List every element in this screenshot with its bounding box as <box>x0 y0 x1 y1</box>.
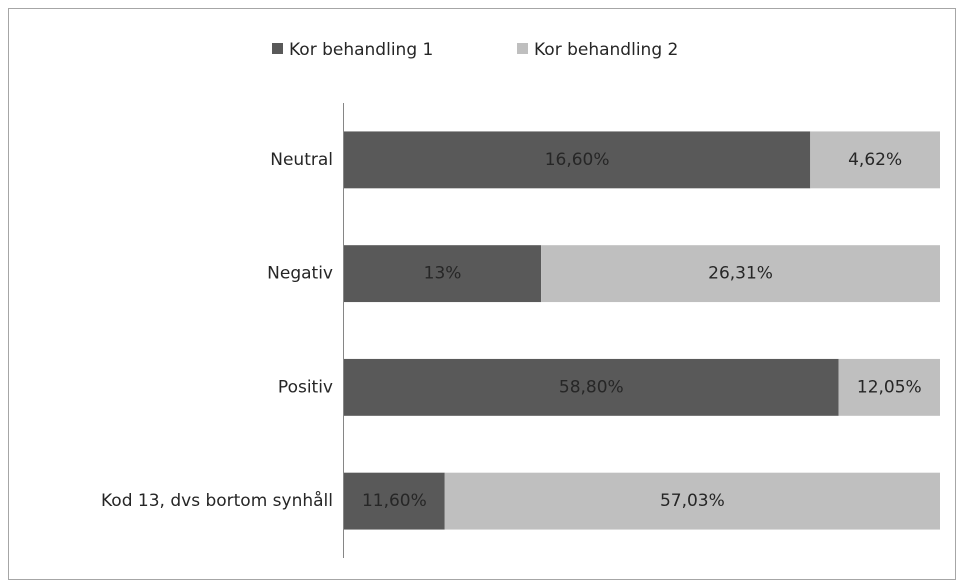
y-tick-label: Neutral <box>270 150 333 170</box>
data-label: 26,31% <box>708 264 773 284</box>
data-label: 13% <box>424 264 462 284</box>
data-label: 11,60% <box>362 491 427 511</box>
data-label: 4,62% <box>848 150 902 170</box>
bar-segment <box>541 245 940 303</box>
bar-segment <box>344 472 445 530</box>
data-label: 12,05% <box>857 377 922 397</box>
legend-label: Kor behandling 1 <box>289 40 433 60</box>
bar-segment <box>344 245 542 303</box>
bar-segment <box>344 358 839 416</box>
y-tick-label: Negativ <box>267 264 333 284</box>
bar-segment <box>838 358 940 416</box>
legend-label: Kor behandling 2 <box>534 40 678 60</box>
bar-segment <box>344 131 811 189</box>
y-tick-label: Kod 13, dvs bortom synhåll <box>101 490 333 511</box>
legend-swatch <box>272 43 283 54</box>
bar-segment <box>444 472 940 530</box>
data-label: 58,80% <box>559 377 624 397</box>
data-label: 57,03% <box>660 491 725 511</box>
legend-swatch <box>517 43 528 54</box>
y-tick-label: Positiv <box>278 377 333 397</box>
bar-segment <box>810 131 940 189</box>
data-label: 16,60% <box>545 150 610 170</box>
